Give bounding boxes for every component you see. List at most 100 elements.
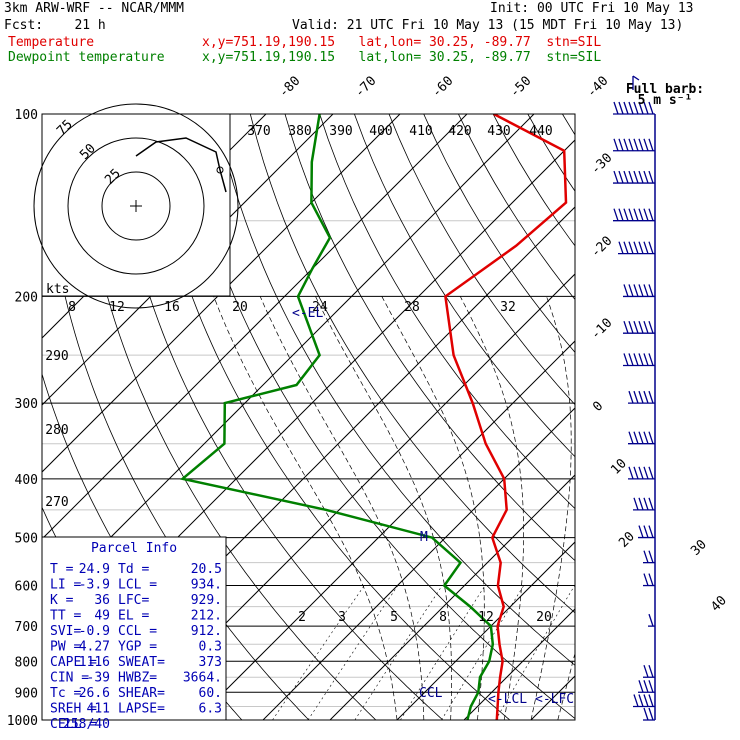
mixing-ratio-label: 28	[404, 300, 420, 315]
hodograph-ring	[33, 103, 239, 309]
isotherm-line	[42, 114, 334, 406]
wind-barb-flag	[628, 241, 634, 254]
moist-adiabat	[557, 651, 575, 720]
parcel-info-cell: Tc =	[50, 686, 81, 701]
wind-barb-flag	[633, 694, 639, 707]
wind-barb-flag	[638, 390, 644, 404]
theta-label: 420	[448, 124, 471, 139]
parcel-info-cell: 3664.	[183, 671, 222, 686]
forecast-hour: Fcst: 21 h	[4, 18, 106, 33]
parcel-info-cell: 4.27	[79, 640, 110, 655]
wind-barb-flag	[618, 101, 624, 115]
parcel-info-cell: PW =	[50, 640, 81, 655]
parcel-info-cell: 26.6	[79, 686, 110, 701]
wind-barb-flag	[628, 431, 634, 444]
wind-barb	[633, 694, 655, 708]
parcel-info-cell: -3.9	[79, 578, 110, 593]
parcel-info-cell: 20.5	[191, 562, 222, 577]
dry-adiabat	[423, 114, 575, 353]
wind-barb-flag	[648, 573, 654, 586]
mixing-ratio-label: 3	[338, 610, 346, 625]
wind-barb-flag	[628, 208, 634, 221]
mixing-ratio-label: 12	[109, 300, 125, 315]
model-title: 3km ARW-WRF -- NCAR/MMM	[4, 1, 185, 16]
dry-adiabat	[249, 114, 575, 614]
mixing-ratio-label: 32	[500, 300, 516, 315]
lfc-marker: <-LFC	[535, 692, 574, 707]
hodograph-trace	[135, 137, 227, 193]
temperature-legend-label: Temperature	[8, 35, 95, 50]
parcel-info-cell: -0.9	[79, 624, 110, 639]
storm-motion-marker	[216, 166, 224, 174]
mixing-ratio-label: 20	[232, 300, 248, 315]
mixing-ratio-label: 12	[478, 610, 494, 625]
mixing-ratio-line	[495, 585, 575, 720]
parcel-info-cell: 24.9	[79, 562, 110, 577]
wind-barb-flag	[623, 138, 629, 151]
isotherm-label: 10	[608, 456, 630, 478]
parcel-info-cell: -39	[87, 671, 110, 686]
wind-barb-flag	[638, 431, 644, 444]
wind-barb-flag	[643, 353, 649, 366]
wind-barb	[613, 208, 655, 222]
mixing-ratio-line	[354, 585, 443, 720]
wind-barb-flag	[628, 138, 634, 151]
wind-barb-flag	[643, 466, 649, 480]
moist-adiabat	[530, 296, 572, 720]
dry-adiabat	[76, 114, 377, 720]
isotherm-label: -80	[276, 74, 303, 101]
wind-barb	[643, 665, 655, 678]
mixing-ratio-label: 20	[536, 610, 552, 625]
mixing-ratio-label: 8	[68, 300, 76, 315]
hodograph-unit: kts	[46, 282, 69, 297]
parcel-info-cell: 912.	[191, 624, 222, 639]
parcel-info-cell: 1116	[79, 655, 110, 670]
wind-legend-title: Full barb:	[626, 82, 704, 97]
isotherm-label: 20	[616, 529, 638, 551]
wind-barb-flag	[638, 321, 644, 334]
isotherm-label: 0	[590, 399, 606, 415]
wind-barb-flag	[638, 284, 644, 297]
wind-barb-flag	[643, 665, 649, 678]
wind-barb-flag	[633, 431, 639, 444]
wind-barb-flag	[643, 550, 649, 563]
wind-barb-flag	[633, 497, 639, 511]
isotherm-line	[262, 407, 575, 720]
wind-barb-flag	[643, 241, 649, 254]
mixing-ratio-line	[441, 585, 524, 720]
dry-adiabat	[701, 114, 740, 720]
isotherm-label: -10	[588, 316, 615, 343]
mixing-ratio-line	[307, 585, 399, 720]
isotherm-label: 30	[688, 537, 710, 559]
parcel-info-cell: LI =	[50, 578, 81, 593]
wind-barb-flag	[643, 680, 649, 693]
wind-barb-flag	[633, 284, 639, 297]
isotherm-line	[42, 114, 535, 607]
moist-adiabat	[213, 296, 398, 720]
temperature-profile	[444, 114, 568, 720]
lcl-marker: <-LCL	[488, 692, 527, 707]
wind-barb-flag	[648, 353, 654, 366]
pressure-tick-label: 1000	[7, 714, 38, 729]
wind-barb-flag	[633, 138, 639, 151]
parcel-info-cell: T =	[50, 562, 74, 577]
isotherm-line	[598, 114, 740, 720]
parcel-info-cell: EL =	[118, 609, 149, 624]
wind-barb	[613, 138, 655, 152]
wind-barb	[638, 680, 655, 693]
wind-barb-flag	[643, 694, 649, 707]
pressure-tick-label: 400	[15, 473, 38, 488]
parcel-info-cell: Td =	[118, 562, 149, 577]
parcel-info-cell: 373	[199, 655, 222, 670]
wind-barb-flag	[638, 497, 644, 511]
wind-barb	[638, 525, 655, 539]
wind-barb-flag	[648, 665, 654, 678]
parcel-info-cell: 49	[94, 609, 110, 624]
mixing-ratio-label: 2	[298, 610, 306, 625]
wind-barb-flag	[643, 573, 649, 586]
wind-barb-flag	[628, 284, 634, 297]
pressure-tick-label: 300	[15, 397, 38, 412]
parcel-info-cell: 212.	[191, 609, 222, 624]
wind-barb-flag	[648, 390, 654, 404]
